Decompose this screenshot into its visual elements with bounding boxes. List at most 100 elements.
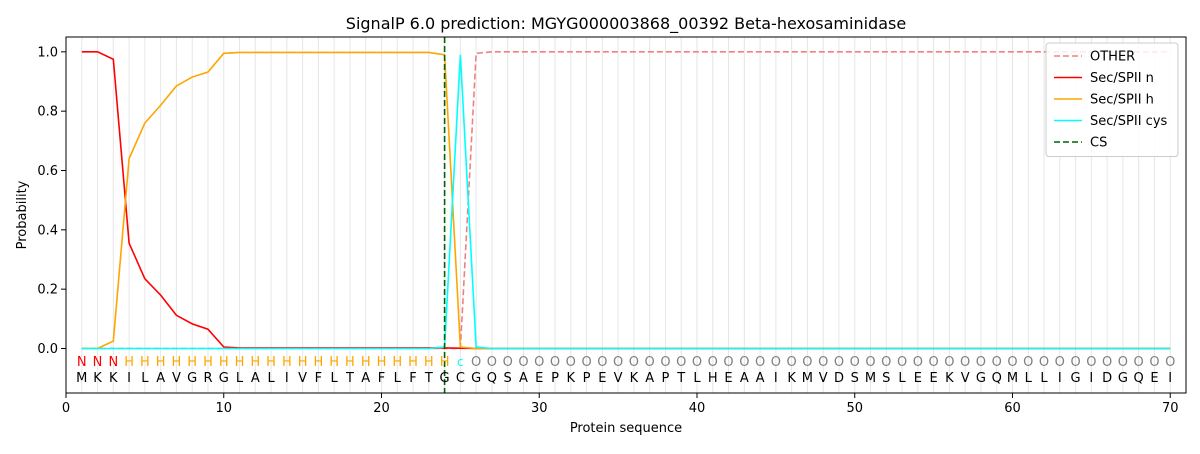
residue-label: A [361,371,370,386]
region-label: O [1070,355,1080,370]
residue-label: Q [487,371,497,386]
residue-label: P [662,371,670,386]
y-tick-label: 0.0 [37,342,58,357]
residue-label: V [961,371,970,386]
residue-label: F [409,371,416,386]
residue-label: R [203,371,212,386]
residue-label: K [567,371,576,386]
residue-label: L [141,371,149,386]
x-axis-label: Protein sequence [570,421,682,436]
residue-label: D [834,371,844,386]
region-label: O [1039,355,1049,370]
region-label: O [1134,355,1144,370]
region-label: O [787,355,797,370]
legend-entry: OTHER [1090,50,1135,65]
region-label: H [361,355,371,370]
region-label: H [298,355,308,370]
region-label: O [1023,355,1033,370]
residue-label: M [76,371,87,386]
residue-label: T [424,371,433,386]
residue-label: G [187,371,197,386]
residue-label: F [315,371,322,386]
region-label: O [1086,355,1096,370]
residue-label: L [898,371,906,386]
region-label: O [1102,355,1112,370]
plot-frame [65,36,1187,394]
residue-label: G [976,371,986,386]
residue-label: P [551,371,559,386]
region-label: O [676,355,686,370]
region-label: O [739,355,749,370]
residue-label: T [676,371,685,386]
region-label: H [172,355,182,370]
residue-label: E [929,371,937,386]
residue-label: A [740,371,749,386]
residue-label: L [236,371,244,386]
residue-label: D [1102,371,1112,386]
y-axis-label: Probability [15,180,30,249]
region-label: O [581,355,591,370]
region-label: O [802,355,812,370]
region-label: O [692,355,702,370]
residue-label: V [298,371,307,386]
residue-label: G [219,371,229,386]
x-tick-label: 70 [1162,401,1179,416]
region-label: O [755,355,765,370]
residue-label: F [378,371,385,386]
region-label: N [77,355,87,370]
region-label: O [881,355,891,370]
region-label: O [818,355,828,370]
x-tick-label: 30 [531,401,548,416]
residue-label: I [774,371,778,386]
region-label: N [108,355,118,370]
region-label: O [550,355,560,370]
residue-label: S [882,371,890,386]
region-label: O [1165,355,1175,370]
region-label: H [424,355,434,370]
residue-label: I [1168,371,1172,386]
region-label: H [345,355,355,370]
x-tick-label: 20 [373,401,390,416]
series-line-sec-spii-cys [81,54,1171,350]
residue-label: E [1150,371,1158,386]
residue-label: G [440,371,450,386]
region-label: H [408,355,418,370]
region-label: O [629,355,639,370]
residue-label: I [285,371,289,386]
region-label: H [235,355,245,370]
y-tick-label: 0.6 [37,164,58,179]
residue-label: E [724,371,732,386]
residue-label: V [819,371,828,386]
region-label: H [377,355,387,370]
residue-label: L [267,371,275,386]
residue-label: L [1040,371,1048,386]
region-label: O [944,355,954,370]
region-label: H [140,355,150,370]
region-label: O [487,355,497,370]
residue-label: G [1071,371,1081,386]
x-tick-label: 10 [215,401,232,416]
region-label: O [976,355,986,370]
region-label: O [913,355,923,370]
region-label: O [1055,355,1065,370]
region-label: H [250,355,260,370]
x-tick-label: 0 [62,401,70,416]
y-tick-label: 0.4 [37,223,58,238]
residue-label: G [1118,371,1128,386]
residue-label: E [598,371,606,386]
region-label: O [503,355,513,370]
residue-label: S [851,371,859,386]
region-label: H [187,355,197,370]
residue-label: I [127,371,131,386]
residue-label: I [1089,371,1093,386]
legend: OTHER Sec/SPII n Sec/SPII h Sec/SPII cys CS [1045,42,1179,157]
legend-entry: Sec/SPII n [1090,71,1154,86]
residue-label: G [471,371,481,386]
residue-label: A [251,371,260,386]
residue-label: M [802,371,813,386]
region-label: c [457,355,464,369]
residue-label: I [1058,371,1062,386]
region-label: H [329,355,339,370]
